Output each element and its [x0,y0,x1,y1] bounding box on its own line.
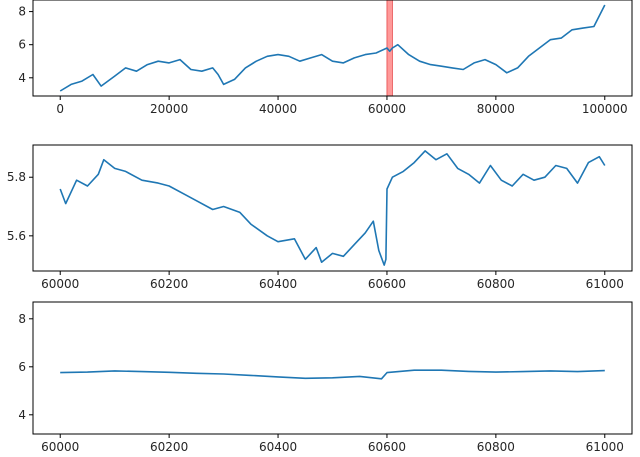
x-tick-label: 60800 [477,440,515,454]
x-tick-label: 60800 [477,277,515,291]
axes-frame [32,301,633,435]
chart-panel-top: 0 20000 40000 60000 80000 100000 4 6 8 [18,0,633,116]
x-tick-label: 60200 [150,440,188,454]
x-tick-label: 60000 [41,277,79,291]
x-tick-label: 61000 [586,277,624,291]
x-tick-label: 100000 [582,102,628,116]
x-tick-label: 80000 [477,102,515,116]
x-tick-label: 60000 [41,440,79,454]
y-tick-label: 5.8 [7,170,26,184]
x-tick-label: 61000 [586,440,624,454]
x-tick-label: 20000 [150,102,188,116]
x-tick-label: 60200 [150,277,188,291]
y-tick-label: 6 [18,38,26,52]
x-tick-label: 60000 [368,102,406,116]
axes-frame [32,0,633,97]
y-tick-label: 5.6 [7,229,26,243]
series-line-0 [60,369,605,380]
y-tick-label: 4 [18,71,26,85]
x-tick-label: 60400 [259,440,297,454]
x-tick-label: 60400 [259,277,297,291]
x-tick-label: 40000 [259,102,297,116]
x-tick-label: 0 [56,102,64,116]
x-tick-label: 60600 [368,277,406,291]
y-tick-label: 4 [18,408,26,422]
y-tick-label: 8 [18,5,26,19]
series-line-0 [59,4,606,92]
chart-panel-bottom: 60000 60200 60400 60600 60800 61000 4 6 8 [18,301,633,454]
chart-panel-middle: 60000 60200 60400 60600 60800 61000 5.6 5.8 [7,144,633,291]
y-tick-label: 8 [18,312,26,326]
axes-frame [32,144,633,272]
y-tick-label: 6 [18,360,26,374]
series-line-0 [59,150,606,266]
x-tick-label: 60600 [368,440,406,454]
